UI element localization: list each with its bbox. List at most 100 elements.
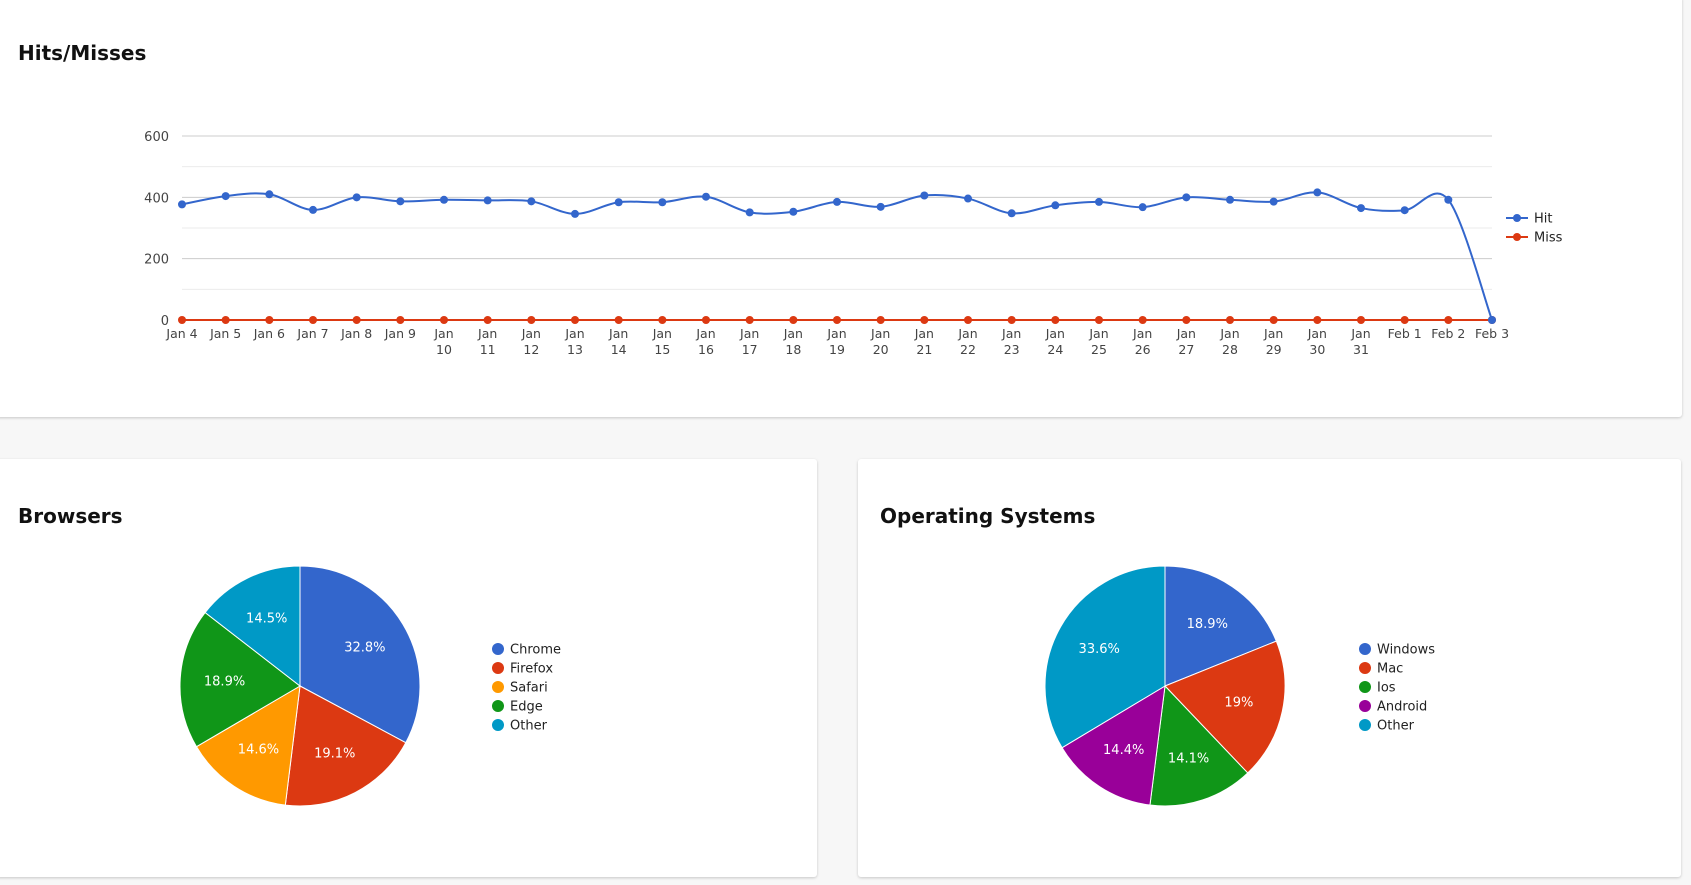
- data-point-miss: [1007, 316, 1016, 324]
- data-point-miss: [1051, 316, 1060, 324]
- x-tick-label: Jan 10: [433, 326, 453, 357]
- legend-label-edge: Edge: [510, 700, 543, 715]
- legend-dot-mac: [1359, 662, 1371, 674]
- browsers-card: Browsers 32.8% 19.1% 14.6% 18.9% 14.5% Chrome…: [0, 459, 817, 877]
- x-tick-label: Jan 30: [1307, 326, 1327, 357]
- x-tick-label: Jan 5: [209, 326, 241, 341]
- x-tick-label: Jan 18: [783, 326, 803, 357]
- data-point-hit: [1357, 204, 1365, 213]
- data-point-miss: [789, 316, 798, 324]
- x-tick-label: Jan 14: [608, 326, 628, 357]
- y-tick-label: 600: [144, 130, 169, 145]
- slice-label-chrome: 32.8%: [344, 641, 385, 656]
- legend-dot-safari: [492, 681, 504, 693]
- x-tick-label: Jan 25: [1088, 326, 1108, 357]
- browsers-title: Browsers: [18, 504, 123, 528]
- data-point-hit: [702, 192, 710, 201]
- x-tick-label: Jan 24: [1045, 326, 1065, 357]
- data-point-hit: [745, 208, 754, 217]
- data-point-miss: [1269, 316, 1278, 324]
- data-point-hit: [352, 193, 361, 202]
- data-point-miss: [440, 316, 448, 324]
- os-pie-chart: 18.9% 19% 14.1% 14.4% 33.6% Windows Mac Ios Andr…: [1044, 565, 1435, 807]
- data-point-hit: [658, 198, 667, 207]
- data-point-hit: [483, 196, 492, 205]
- pie-slice-android: [1061, 685, 1166, 806]
- data-point-miss: [309, 316, 317, 324]
- legend-dot-windows: [1359, 643, 1371, 655]
- pie-slice-other: [204, 565, 301, 688]
- slice-label-android: 14.4%: [1103, 743, 1144, 758]
- x-tick-label: Jan 31: [1350, 326, 1370, 357]
- data-point-hit: [1488, 316, 1496, 324]
- data-point-miss: [614, 316, 623, 324]
- x-tick-label: Jan 16: [695, 326, 715, 357]
- legend-label-other: Other: [510, 719, 548, 734]
- x-tick-label: Jan 4: [165, 326, 197, 341]
- x-tick-label: Jan 15: [652, 326, 672, 357]
- hits-misses-card: Hits/Misses 0 200 400 600 Jan 4 Jan 5 Jan 6 Jan…: [0, 0, 1682, 417]
- data-point-hit: [833, 197, 841, 206]
- x-tick-label: Jan 11: [477, 326, 497, 357]
- data-point-miss: [920, 316, 929, 324]
- data-point-hit: [221, 192, 230, 201]
- data-point-miss: [1138, 316, 1147, 324]
- os-card: Operating Systems 18.9% 19% 14.1% 14.4% 33.6…: [858, 459, 1681, 877]
- slice-label-safari: 14.6%: [238, 743, 279, 758]
- pie-slice-mac: [1164, 640, 1286, 774]
- data-point-hit: [309, 205, 317, 214]
- x-tick-label: Jan 6: [253, 326, 285, 341]
- data-point-hit: [527, 197, 536, 206]
- data-point-miss: [178, 316, 186, 324]
- pie-slice-edge: [179, 611, 301, 748]
- data-point-miss: [702, 316, 710, 324]
- data-point-miss: [1095, 316, 1103, 324]
- y-tick-label: 200: [144, 253, 169, 268]
- legend-label-mac: Mac: [1377, 662, 1403, 677]
- data-point-miss: [527, 316, 536, 324]
- data-point-miss: [1182, 316, 1191, 324]
- data-point-hit: [396, 197, 405, 206]
- series-line-hit: [181, 191, 1493, 321]
- x-tick-label: Jan 20: [870, 326, 890, 357]
- x-tick-label: Jan 23: [1001, 326, 1021, 357]
- slice-label-ios: 14.1%: [1168, 751, 1209, 766]
- pie-slice-other: [1044, 565, 1166, 749]
- pie-slice-firefox: [284, 685, 407, 807]
- slice-label-mac: 19%: [1224, 696, 1253, 711]
- data-point-miss: [352, 316, 361, 324]
- legend-dot-android: [1359, 700, 1371, 712]
- x-tick-label: Jan 28: [1219, 326, 1239, 357]
- data-point-miss: [483, 316, 492, 324]
- legend-dot-firefox: [492, 662, 504, 674]
- hits-misses-title: Hits/Misses: [18, 41, 147, 65]
- data-point-hit: [440, 195, 448, 204]
- data-point-hit: [964, 194, 972, 203]
- data-point-hit: [1400, 206, 1409, 215]
- data-point-hit: [920, 191, 929, 200]
- legend-label-firefox: Firefox: [510, 662, 553, 677]
- browsers-pie-chart: 32.8% 19.1% 14.6% 18.9% 14.5% Chrome Firefox Sa…: [179, 565, 561, 807]
- legend-dot-other: [492, 719, 504, 731]
- legend-label-chrome: Chrome: [510, 643, 561, 658]
- legend-label-hit: Hit: [1534, 212, 1552, 227]
- data-point-hit: [571, 209, 579, 218]
- data-point-hit: [265, 190, 274, 199]
- data-point-miss: [658, 316, 667, 324]
- x-tick-label: Jan 21: [914, 326, 934, 357]
- slice-label-other: 33.6%: [1079, 642, 1120, 657]
- data-point-hit: [1138, 203, 1147, 212]
- data-point-miss: [1313, 316, 1322, 324]
- slice-label-windows: 18.9%: [1187, 617, 1228, 632]
- x-tick-label: Feb 3: [1475, 326, 1509, 341]
- gridlines: [182, 135, 1492, 321]
- y-tick-label: 400: [144, 191, 169, 206]
- data-point-hit: [1313, 188, 1322, 197]
- x-tick-label: Jan 26: [1132, 326, 1152, 357]
- data-point-miss: [1226, 316, 1234, 324]
- slice-label-other: 14.5%: [246, 612, 287, 627]
- x-tick-label: Jan 12: [521, 326, 541, 357]
- legend-label-safari: Safari: [510, 681, 548, 696]
- data-point-miss: [221, 316, 230, 324]
- data-point-miss: [265, 316, 274, 324]
